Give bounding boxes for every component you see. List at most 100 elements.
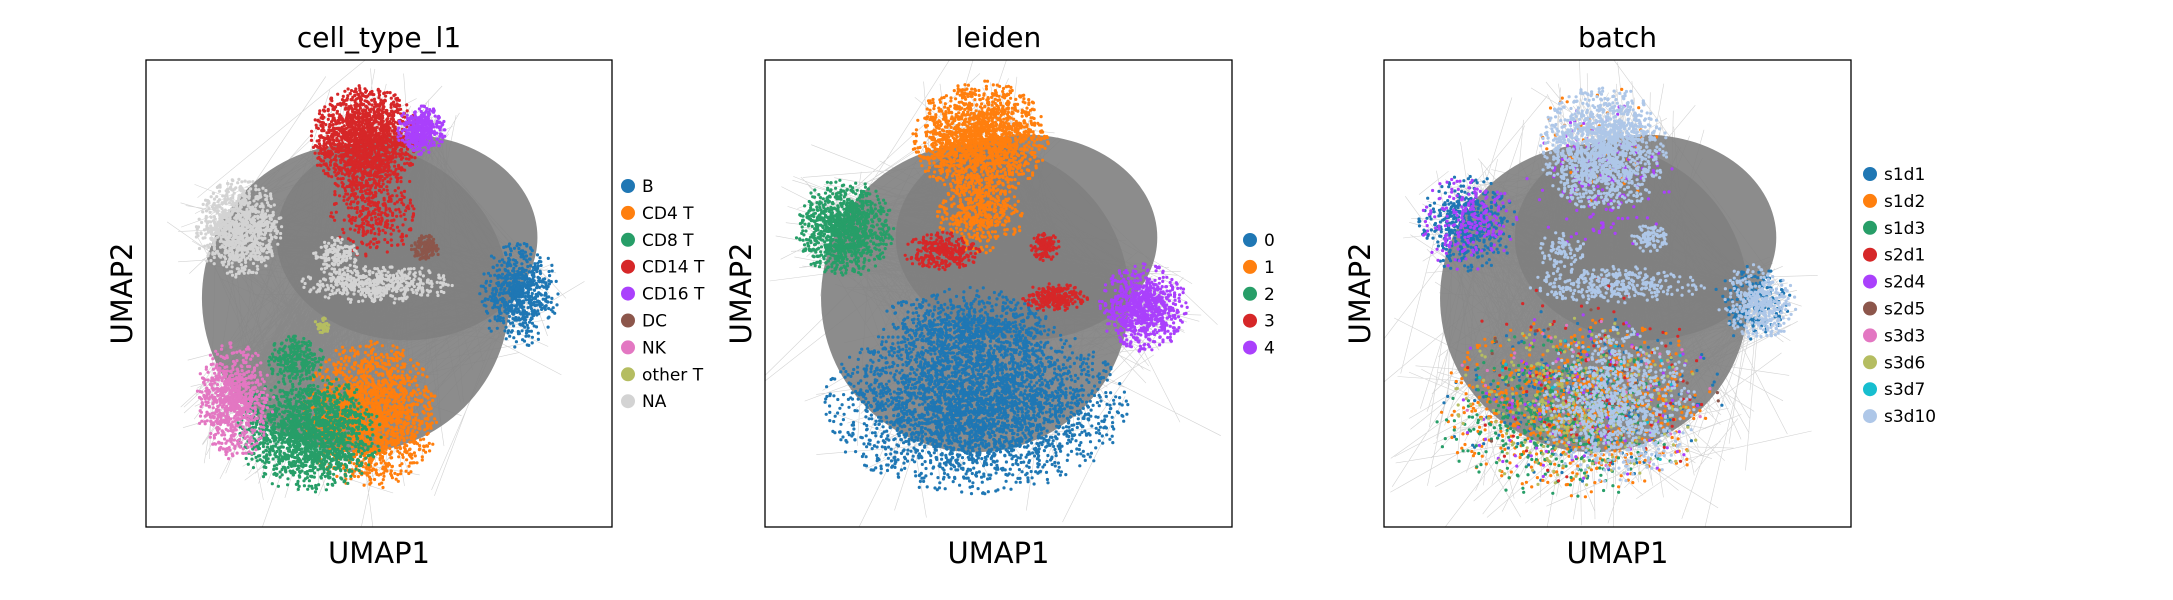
data-point (543, 307, 548, 311)
data-point (374, 370, 378, 374)
data-point (383, 378, 387, 382)
data-point (361, 370, 366, 374)
data-point (525, 343, 529, 347)
data-point (341, 409, 345, 413)
data-point (328, 424, 332, 428)
data-point (387, 398, 392, 403)
data-point (538, 292, 542, 296)
data-point (391, 419, 395, 423)
data-point (412, 451, 416, 455)
data-point (323, 474, 327, 478)
data-point (341, 350, 345, 354)
data-point (548, 274, 552, 278)
data-point (386, 382, 390, 386)
data-point (370, 355, 374, 359)
data-point (395, 410, 399, 414)
data-point (393, 367, 397, 371)
data-point (363, 387, 367, 391)
data-point (332, 390, 336, 394)
data-point (391, 440, 395, 444)
data-point (512, 336, 516, 340)
data-point (286, 477, 290, 481)
data-point (295, 419, 299, 423)
data-point (501, 316, 505, 320)
data-point (533, 268, 537, 272)
data-point (290, 343, 294, 347)
data-point (401, 405, 405, 409)
data-point (403, 420, 407, 424)
data-point (302, 399, 306, 403)
data-point (369, 339, 373, 343)
data-point (296, 369, 300, 373)
data-point (399, 469, 403, 473)
data-point (528, 278, 532, 282)
data-point (308, 409, 312, 413)
data-point (316, 429, 321, 433)
data-point (292, 335, 296, 339)
data-point (281, 377, 285, 381)
data-point (536, 331, 540, 335)
data-point (366, 353, 370, 357)
data-point (325, 378, 330, 382)
data-point (304, 391, 309, 395)
data-point (554, 279, 558, 283)
data-point (514, 287, 519, 291)
data-point (301, 402, 306, 406)
data-point (291, 385, 295, 389)
data-point (370, 427, 374, 431)
data-point (521, 284, 525, 288)
data-point (406, 430, 410, 435)
data-point (506, 329, 511, 333)
data-point (360, 423, 364, 427)
data-point (493, 301, 497, 305)
data-point (381, 372, 385, 376)
data-point (503, 309, 507, 313)
data-point (515, 304, 519, 308)
data-point (368, 478, 372, 482)
data-point (335, 369, 339, 373)
data-point (417, 448, 421, 452)
data-point (353, 390, 357, 395)
data-point (426, 389, 430, 394)
data-point (301, 367, 305, 371)
data-point (394, 425, 399, 429)
data-point (291, 412, 295, 416)
data-point (413, 156, 417, 160)
data-point (489, 254, 494, 258)
data-point (312, 459, 316, 463)
data-point (399, 435, 404, 439)
data-point (308, 437, 312, 441)
data-point (368, 369, 372, 373)
data-point (417, 419, 421, 423)
data-point (294, 399, 299, 403)
data-point (412, 441, 417, 445)
data-point (321, 401, 325, 405)
data-point (509, 287, 513, 291)
data-point (386, 441, 390, 445)
data-point (372, 455, 376, 459)
data-point (251, 466, 256, 470)
data-point (400, 453, 405, 457)
data-point (510, 290, 514, 294)
data-point (381, 459, 386, 463)
data-point (383, 390, 387, 394)
data-point (342, 359, 346, 363)
data-point (426, 395, 430, 399)
data-point (381, 355, 385, 359)
data-point (365, 435, 369, 439)
data-point (413, 397, 417, 401)
data-point (349, 477, 353, 481)
data-point (306, 413, 310, 418)
data-point (346, 431, 351, 435)
data-point (300, 469, 304, 473)
data-point (524, 254, 528, 258)
data-point (318, 455, 322, 460)
data-point (290, 455, 294, 459)
data-point (409, 437, 413, 441)
data-point (327, 358, 331, 362)
data-point (359, 384, 363, 388)
data-point (289, 414, 293, 419)
data-point (535, 286, 539, 290)
data-point (401, 455, 405, 459)
data-point (327, 441, 331, 445)
